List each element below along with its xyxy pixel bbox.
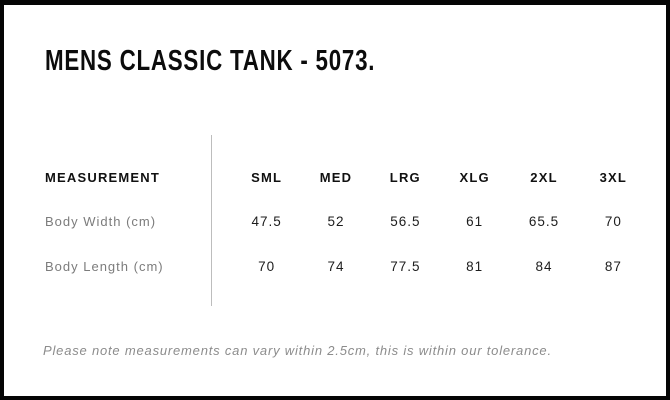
column-header-3xl: 3XL (599, 169, 628, 185)
body-length-2xl-value: 84 (535, 258, 553, 274)
body-width-sml-value: 47.5 (251, 214, 282, 230)
body-width-2xl-value: 65.5 (528, 214, 560, 230)
body-length-med-value: 74 (327, 258, 345, 274)
column-header-xlg: XLG (459, 169, 490, 185)
column-header-lrg: LRG (389, 169, 421, 185)
column-header-2xl: 2XL (530, 169, 558, 185)
page-title: MENS CLASSIC TANK - 5073. (45, 45, 376, 77)
column-header-sml: SML (251, 169, 283, 185)
body-width-med-value: 52 (327, 214, 345, 230)
tolerance-note: Please note measurements can vary within… (43, 343, 552, 358)
body-length-sml-value: 70 (258, 258, 276, 274)
column-header-med: MED (319, 169, 353, 185)
body-length-3xl-value: 87 (604, 258, 622, 274)
column-header-measurement: MEASUREMENT (45, 169, 161, 185)
row-label-body-width: Body Width (cm) (45, 214, 157, 230)
size-chart-table: MEASUREMENT SML MED LRG XLG 2XL 3XL Body… (45, 155, 648, 289)
body-width-lrg-value: 56.5 (390, 214, 421, 230)
table-divider-line (211, 135, 212, 306)
body-length-xlg-value: 81 (466, 258, 484, 274)
body-width-3xl-value: 70 (604, 214, 622, 230)
body-length-lrg-value: 77.5 (390, 258, 421, 274)
body-width-xlg-value: 61 (466, 214, 484, 230)
row-label-body-length: Body Length (cm) (45, 258, 164, 274)
